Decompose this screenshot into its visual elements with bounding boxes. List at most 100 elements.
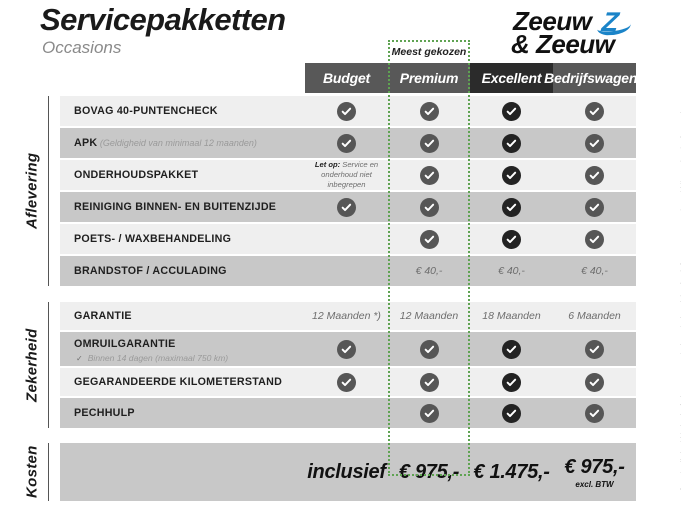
row-subline: ✓ Binnen 14 dagen (maximaal 750 km) xyxy=(76,353,229,363)
cell-value: 12 Maanden *) xyxy=(312,310,381,322)
check-icon xyxy=(502,372,521,392)
column-header-bedrijfswagens[interactable]: Bedrijfswagens xyxy=(544,63,645,93)
check-icon xyxy=(502,403,521,423)
check-icon xyxy=(419,403,439,423)
logo-line2: & Zeeuw xyxy=(511,29,615,59)
cell-premium: € 40,- xyxy=(388,256,470,286)
cell-excellent xyxy=(470,332,553,366)
check-icon xyxy=(585,229,604,249)
table-row: BOVAG 40-PUNTENCHECK xyxy=(60,96,636,126)
cell-premium xyxy=(388,160,470,190)
cell-budget xyxy=(305,332,388,366)
check-icon xyxy=(502,165,521,185)
cell-bedrijfswagens xyxy=(553,332,636,366)
row-label: ONDERHOUDSPAKKET xyxy=(74,169,199,181)
row-label: REINIGING BINNEN- EN BUITENZIJDE xyxy=(74,201,277,213)
check-small-icon: ✓ xyxy=(76,354,83,363)
check-icon xyxy=(502,101,521,121)
cell-value: € 40,- xyxy=(415,265,443,277)
price-budget: inclusief xyxy=(305,443,388,501)
check-icon xyxy=(337,372,356,392)
table-row: BRANDSTOF / ACCULADING € 40,- € 40,- € 40,- xyxy=(60,256,636,286)
cell-bedrijfswagens: 6 Maanden xyxy=(553,302,636,330)
cell-excellent: € 40,- xyxy=(470,256,553,286)
cell-excellent xyxy=(470,192,553,222)
table-row: APK (Geldigheid van minimaal 12 maanden) xyxy=(60,128,636,158)
cell-budget xyxy=(305,224,388,254)
table-row: GEGARANDEERDE KILOMETERSTAND xyxy=(60,368,636,396)
column-header-label: Bedrijfswagens xyxy=(544,70,645,86)
table-row: POETS- / WAXBEHANDELING xyxy=(60,224,636,254)
row-label-note: (Geldigheid van minimaal 12 maanden) xyxy=(97,138,257,148)
cell-premium: 12 Maanden xyxy=(388,302,470,330)
row-label: BRANDSTOF / ACCULADING xyxy=(74,265,227,277)
section-label-zekerheid: Zekerheid xyxy=(23,328,41,402)
legal-fineprint-text: Het Excellent servicepakket kan uitsluit… xyxy=(679,96,681,508)
cell-excellent: 18 Maanden xyxy=(470,302,553,330)
cell-bedrijfswagens xyxy=(553,368,636,396)
row-label: GARANTIE xyxy=(74,310,132,322)
column-header-label: Excellent xyxy=(481,70,542,86)
table-row: GARANTIE 12 Maanden *) 12 Maanden 18 Maande… xyxy=(60,302,636,330)
check-icon xyxy=(337,133,356,153)
cell-premium xyxy=(388,398,470,428)
check-icon xyxy=(502,133,521,153)
section-rule xyxy=(48,302,49,428)
cell-bedrijfswagens xyxy=(553,398,636,428)
cell-excellent xyxy=(470,128,553,158)
price-bedrijfswagens: € 975,- excl. BTW xyxy=(553,443,636,501)
cell-budget xyxy=(305,398,388,428)
row-label: PECHHULP xyxy=(74,407,135,419)
price-amount: € 975,- xyxy=(564,455,625,478)
column-header-premium[interactable]: Premium xyxy=(388,63,470,93)
price-amount: inclusief xyxy=(307,460,386,483)
cell-note: Let op: Service en onderhoud niet inbegr… xyxy=(314,159,379,190)
check-icon xyxy=(585,197,604,217)
cell-budget xyxy=(305,256,388,286)
price-excellent: € 1.475,- xyxy=(470,443,553,501)
section-rule xyxy=(48,443,49,501)
column-header-excellent[interactable]: Excellent xyxy=(470,63,553,93)
column-header-budget[interactable]: Budget xyxy=(305,63,388,93)
check-icon xyxy=(337,101,356,121)
cell-note-strong: Let op: xyxy=(314,159,341,169)
cell-bedrijfswagens: € 40,- xyxy=(553,256,636,286)
cell-value: € 40,- xyxy=(498,265,525,277)
cell-premium xyxy=(388,368,470,396)
column-header-label: Premium xyxy=(399,70,459,86)
table-row: ONDERHOUDSPAKKET Let op: Service en onder… xyxy=(60,160,636,190)
cell-excellent xyxy=(470,398,553,428)
check-icon xyxy=(502,229,521,249)
check-icon xyxy=(585,133,604,153)
row-label: POETS- / WAXBEHANDELING xyxy=(74,233,232,245)
check-icon xyxy=(585,339,604,359)
cell-excellent xyxy=(470,160,553,190)
section-rule xyxy=(48,96,49,286)
check-icon xyxy=(419,101,439,121)
row-label: BOVAG 40-PUNTENCHECK xyxy=(74,105,218,117)
cell-budget xyxy=(305,192,388,222)
most-chosen-badge: Meest gekozen xyxy=(391,46,467,58)
check-icon xyxy=(419,133,439,153)
cell-premium xyxy=(388,224,470,254)
check-icon xyxy=(585,101,604,121)
check-icon xyxy=(419,229,439,249)
row-label: OMRUILGARANTIE xyxy=(74,338,176,350)
table-row: OMRUILGARANTIE ✓ Binnen 14 dagen (maximaal… xyxy=(60,332,636,366)
cell-bedrijfswagens xyxy=(553,160,636,190)
cell-premium xyxy=(388,332,470,366)
section-label-aflevering: Aflevering xyxy=(23,152,41,230)
cell-bedrijfswagens xyxy=(553,192,636,222)
cell-premium xyxy=(388,128,470,158)
cell-bedrijfswagens xyxy=(553,96,636,126)
logo-line1: Zeeuw xyxy=(513,6,592,36)
cell-budget: Let op: Service en onderhoud niet inbegr… xyxy=(305,160,388,190)
check-icon xyxy=(419,197,439,217)
cell-premium xyxy=(388,192,470,222)
cell-bedrijfswagens xyxy=(553,128,636,158)
check-icon xyxy=(337,197,356,217)
cell-budget: 12 Maanden *) xyxy=(305,302,388,330)
table-row: PECHHULP xyxy=(60,398,636,428)
cell-value: € 40,- xyxy=(581,265,608,277)
